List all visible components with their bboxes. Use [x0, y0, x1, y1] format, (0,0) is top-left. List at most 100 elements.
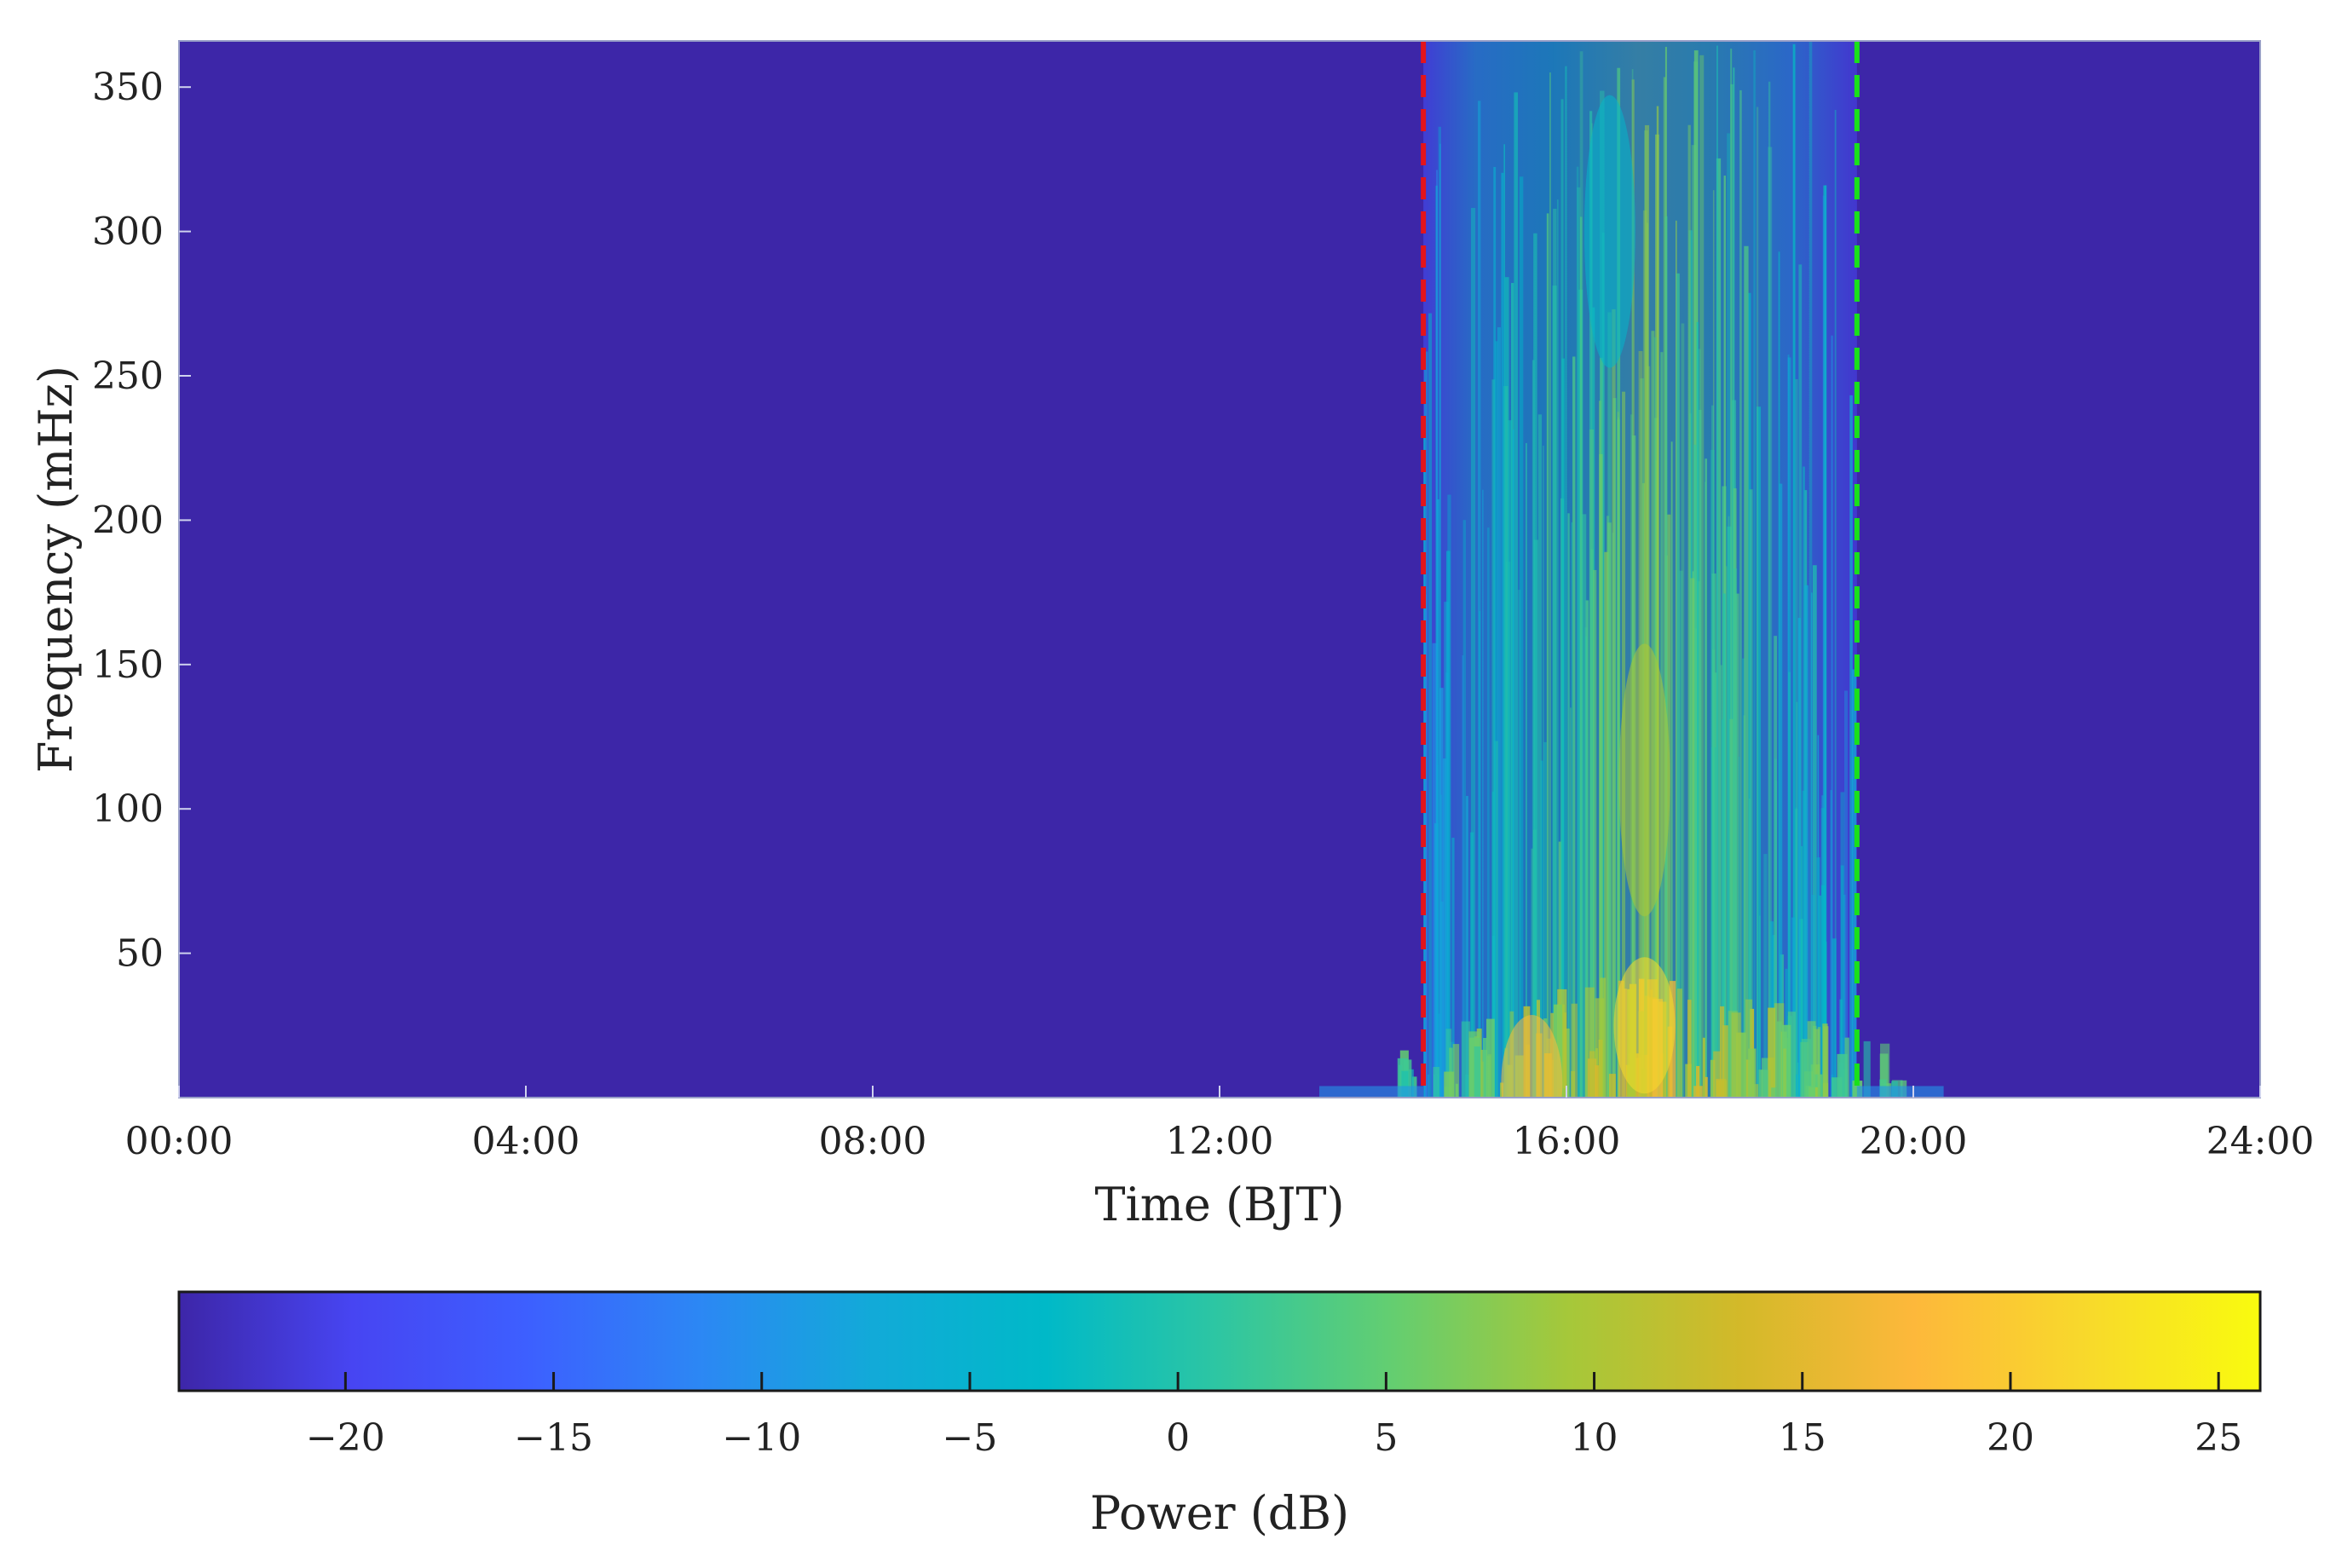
- power-streak: [1612, 308, 1616, 1098]
- power-streak: [1495, 341, 1498, 1098]
- event-power-region: [1319, 41, 1944, 1098]
- power-streak: [1543, 741, 1547, 1098]
- low-frequency-burst: [1401, 1070, 1409, 1098]
- low-frequency-burst: [1598, 1039, 1603, 1098]
- power-streak: [1817, 735, 1820, 1098]
- power-streak: [1644, 124, 1650, 1098]
- power-streak: [1589, 429, 1595, 1098]
- low-frequency-burst: [1608, 1074, 1616, 1098]
- power-streak: [1749, 489, 1753, 1098]
- colorbar-tick-label: 25: [2195, 1416, 2242, 1460]
- low-frequency-burst: [1735, 1032, 1746, 1098]
- power-streak: [1617, 417, 1619, 1098]
- power-streak: [1811, 592, 1813, 1098]
- low-frequency-burst: [1445, 1029, 1452, 1098]
- power-streak: [1557, 199, 1559, 1098]
- power-streak: [1664, 216, 1668, 1098]
- low-frequency-burst: [1817, 1027, 1821, 1098]
- power-streak: [1733, 568, 1738, 1098]
- low-frequency-burst: [1748, 1048, 1756, 1098]
- power-streak: [1722, 593, 1726, 1098]
- power-streak: [1507, 420, 1513, 1098]
- power-streak: [1579, 51, 1583, 1098]
- power-streak: [1439, 143, 1441, 1098]
- power-streak: [1676, 273, 1680, 1098]
- colorbar-tick-label: 5: [1374, 1416, 1398, 1460]
- power-streak: [1494, 741, 1498, 1098]
- power-streak: [1572, 356, 1576, 1098]
- power-streak: [1712, 649, 1716, 1098]
- power-streak: [1510, 283, 1514, 1098]
- power-streak: [1774, 636, 1778, 1098]
- low-frequency-burst: [1863, 1041, 1871, 1098]
- low-frequency-burst: [1719, 1006, 1725, 1098]
- power-streak: [1582, 514, 1587, 1098]
- power-streak: [1739, 89, 1742, 1098]
- power-streak: [1699, 55, 1705, 1098]
- power-streak: [1514, 92, 1518, 1098]
- plot-background: [179, 41, 2260, 1098]
- low-frequency-burst: [1687, 1000, 1692, 1098]
- x-tick-label: 00:00: [125, 1120, 234, 1163]
- power-streak: [1768, 81, 1771, 1098]
- power-streak: [1577, 187, 1581, 1098]
- power-streak: [1738, 756, 1740, 1098]
- low-frequency-burst: [1452, 1044, 1460, 1098]
- power-streak: [1831, 938, 1837, 1098]
- power-streak: [1466, 796, 1468, 1098]
- power-streak: [1576, 166, 1579, 1098]
- y-tick-label: 350: [92, 66, 164, 109]
- power-streak: [1599, 453, 1603, 1098]
- power-streak: [1693, 50, 1699, 1098]
- low-frequency-tail: [1319, 1086, 1424, 1098]
- power-streak: [1462, 520, 1466, 1098]
- power-streak: [1558, 841, 1562, 1098]
- power-streak: [1656, 106, 1659, 1098]
- low-frequency-burst: [1600, 977, 1607, 1098]
- low-frequency-burst: [1558, 1088, 1568, 1098]
- low-frequency-burst: [1800, 1041, 1808, 1098]
- power-streak: [1585, 600, 1589, 1098]
- x-axis-ticks: 00:00 04:00 08:00 12:00 16:00 20:00 24:00: [125, 1086, 2314, 1163]
- low-frequency-burst: [1837, 1053, 1848, 1098]
- power-streak: [1565, 66, 1567, 1098]
- power-streak: [1681, 323, 1685, 1098]
- low-frequency-burst: [1584, 987, 1595, 1098]
- power-streak: [1438, 126, 1441, 1098]
- power-streak: [1552, 285, 1557, 1098]
- power-streak: [1687, 124, 1691, 1098]
- power-streak: [1758, 915, 1761, 1098]
- power-streak: [1540, 760, 1543, 1098]
- low-frequency-burst: [1805, 1086, 1816, 1098]
- low-frequency-burst: [1768, 1007, 1776, 1098]
- power-streak: [1812, 565, 1817, 1098]
- y-tick-label: 200: [92, 499, 164, 542]
- colorbar: −20 −15 −10 −5 0 5 10 15 20 25 Power (dB): [177, 1290, 2262, 1540]
- power-streak: [1797, 618, 1801, 1098]
- low-frequency-burst: [1783, 1048, 1786, 1098]
- power-streak: [1436, 499, 1439, 1098]
- low-frequency-burst: [1433, 1067, 1440, 1098]
- power-streak: [1571, 522, 1573, 1098]
- power-streak: [1546, 213, 1549, 1098]
- power-streak: [1423, 351, 1428, 1098]
- low-frequency-tail: [1856, 1086, 1944, 1098]
- power-streak: [1512, 429, 1514, 1098]
- colorbar-tick-label: −5: [943, 1416, 998, 1460]
- power-streak: [1840, 792, 1845, 1098]
- power-streak: [1824, 185, 1827, 1098]
- power-streak: [1519, 176, 1524, 1098]
- power-hotspot: [1613, 957, 1676, 1094]
- colorbar-tick-label: −10: [722, 1416, 801, 1460]
- power-streak: [1607, 522, 1612, 1098]
- power-streak: [1840, 865, 1844, 1098]
- power-streak: [1791, 917, 1796, 1098]
- power-streak: [1711, 405, 1715, 1098]
- low-frequency-burst: [1595, 1065, 1601, 1098]
- low-frequency-burst: [1705, 1076, 1708, 1098]
- power-streak: [1428, 313, 1433, 1098]
- power-hotspot: [1501, 1015, 1563, 1098]
- power-streak: [1482, 489, 1484, 1098]
- power-streak: [1808, 41, 1813, 1098]
